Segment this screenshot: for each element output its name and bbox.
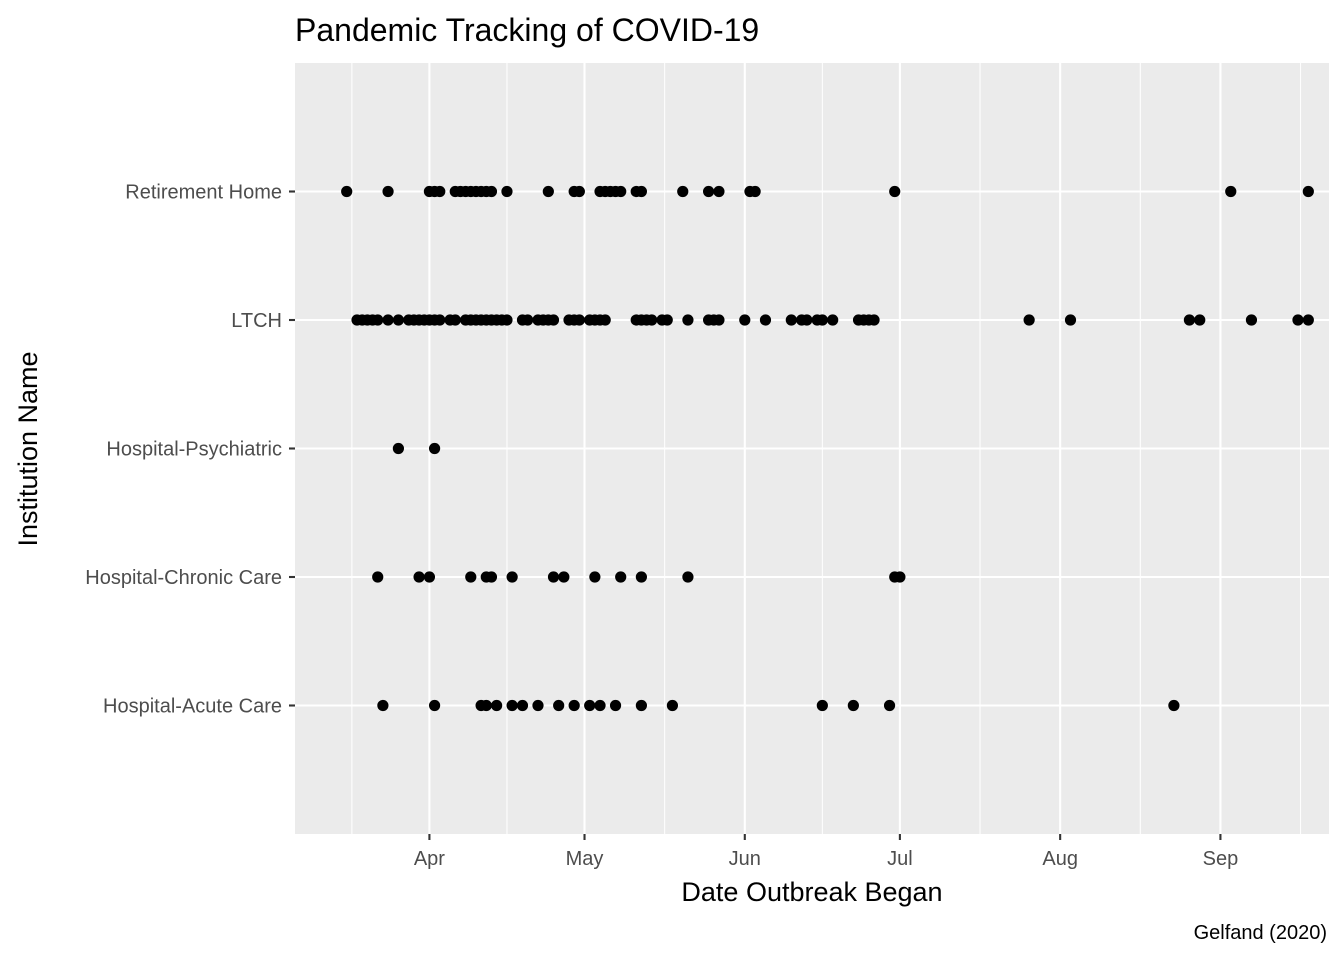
data-point xyxy=(635,185,647,198)
data-point xyxy=(1225,185,1237,198)
data-point xyxy=(1194,314,1206,326)
data-point xyxy=(1302,314,1314,326)
data-point xyxy=(372,314,384,326)
data-point xyxy=(423,571,436,583)
data-point xyxy=(894,571,906,583)
data-point xyxy=(392,442,404,455)
x-tick-label: Jul xyxy=(887,848,913,870)
data-points xyxy=(341,185,1314,712)
data-point xyxy=(377,699,389,712)
data-point xyxy=(827,314,839,326)
data-point xyxy=(434,185,446,198)
y-axis: Hospital-Acute Care Hospital-Chronic Care… xyxy=(85,182,295,718)
data-point xyxy=(713,185,725,198)
data-point xyxy=(573,314,585,326)
data-point xyxy=(584,699,596,712)
data-point xyxy=(785,314,797,326)
data-point xyxy=(1302,185,1314,198)
data-point xyxy=(739,314,751,326)
data-point xyxy=(1168,699,1180,712)
data-point xyxy=(847,699,859,712)
data-point xyxy=(599,314,611,326)
data-point xyxy=(801,314,813,326)
data-point xyxy=(382,185,394,198)
data-point xyxy=(646,314,658,326)
x-tick-label: May xyxy=(566,848,604,870)
y-tick-label: LTCH xyxy=(231,310,282,332)
x-axis-title: Date Outbreak Began xyxy=(681,877,942,907)
y-tick-label: Hospital-Chronic Care xyxy=(85,567,282,589)
data-point xyxy=(594,699,606,712)
data-point xyxy=(615,571,627,583)
data-point xyxy=(749,185,761,198)
data-point xyxy=(883,699,896,712)
data-point xyxy=(609,699,622,712)
data-point xyxy=(661,314,673,326)
data-point xyxy=(1292,314,1304,326)
data-point xyxy=(501,185,513,198)
data-point xyxy=(501,314,513,326)
data-point xyxy=(635,699,647,712)
x-axis: Apr May Jun Jul Aug Sep xyxy=(414,834,1238,870)
data-point xyxy=(449,314,461,326)
data-point xyxy=(506,571,518,583)
data-point xyxy=(491,699,503,712)
data-point xyxy=(428,442,441,455)
data-point xyxy=(553,699,565,712)
data-point xyxy=(382,314,394,326)
data-point xyxy=(485,185,498,198)
data-point xyxy=(677,185,689,198)
data-point xyxy=(868,314,880,326)
data-point xyxy=(547,571,560,583)
data-point xyxy=(682,571,694,583)
y-axis-title: Institution Name xyxy=(13,351,43,546)
data-point xyxy=(1064,314,1077,326)
chart-title: Pandemic Tracking of COVID-19 xyxy=(295,12,759,48)
data-point xyxy=(759,314,772,326)
data-point xyxy=(522,314,534,326)
data-point xyxy=(816,314,828,326)
data-point xyxy=(542,185,554,198)
x-tick-label: Sep xyxy=(1203,848,1239,870)
data-point xyxy=(635,571,647,583)
data-point xyxy=(1245,314,1258,326)
data-point xyxy=(480,699,492,712)
data-point xyxy=(713,314,725,326)
data-point xyxy=(568,699,580,712)
x-tick-label: Jun xyxy=(729,848,761,870)
data-point xyxy=(532,699,544,712)
chart-caption: Gelfand (2020) xyxy=(1194,922,1327,944)
data-point xyxy=(372,571,384,583)
y-tick-label: Hospital-Acute Care xyxy=(103,696,282,718)
data-point xyxy=(615,185,627,198)
data-point xyxy=(516,699,529,712)
data-point xyxy=(682,314,694,326)
y-tick-label: Retirement Home xyxy=(125,182,282,204)
data-point xyxy=(1183,314,1196,326)
data-point xyxy=(703,185,715,198)
data-point xyxy=(816,699,828,712)
data-point xyxy=(573,185,585,198)
data-point xyxy=(434,314,446,326)
data-point xyxy=(413,571,425,583)
data-point xyxy=(889,185,901,198)
data-point xyxy=(547,314,560,326)
data-point xyxy=(506,699,518,712)
data-point xyxy=(428,699,441,712)
data-point xyxy=(666,699,679,712)
data-point xyxy=(341,185,353,198)
data-point xyxy=(1023,314,1035,326)
data-point xyxy=(465,571,477,583)
x-tick-label: Apr xyxy=(414,848,445,870)
data-point xyxy=(589,571,601,583)
data-point xyxy=(392,314,404,326)
y-tick-label: Hospital-Psychiatric xyxy=(106,439,282,461)
x-tick-label: Aug xyxy=(1042,848,1078,870)
data-point xyxy=(558,571,570,583)
data-point xyxy=(485,571,498,583)
